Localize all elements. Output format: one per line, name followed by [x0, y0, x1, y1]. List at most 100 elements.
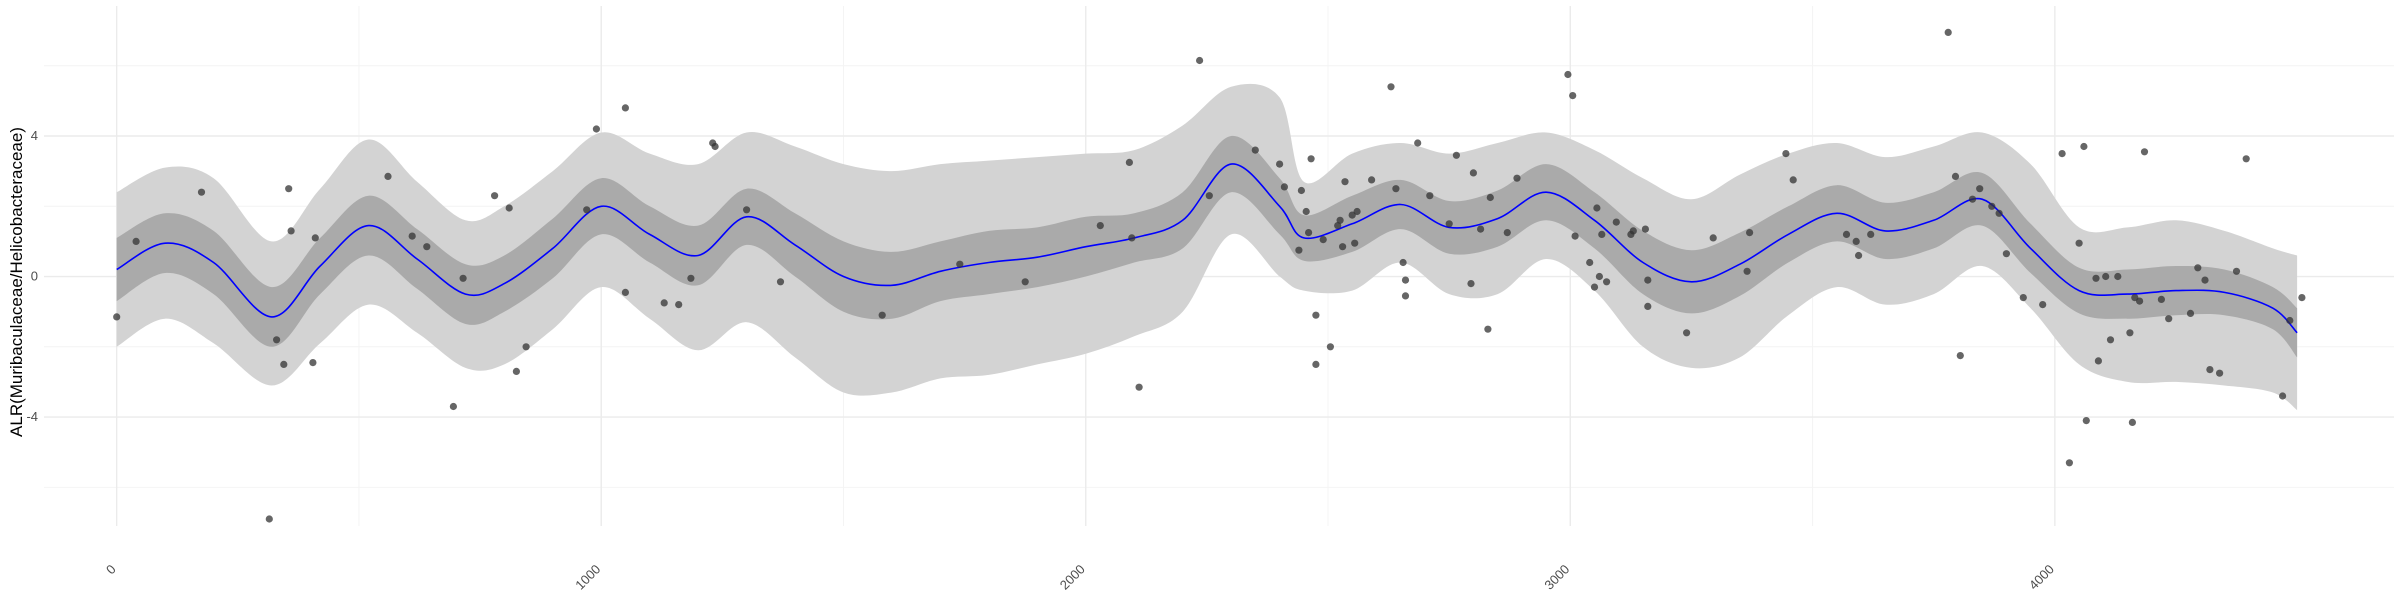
data-point [2128, 418, 2136, 426]
data-point [956, 260, 964, 268]
data-point [1401, 276, 1410, 284]
data-point [287, 227, 295, 235]
data-point [2157, 295, 2165, 303]
data-point [1096, 222, 1104, 230]
data-point [621, 104, 630, 112]
data-point [1603, 278, 1611, 286]
data-point [505, 204, 513, 212]
data-point [1867, 230, 1875, 238]
data-point [1842, 230, 1851, 238]
data-point [1205, 192, 1213, 200]
y-tick-label: 0 [31, 269, 38, 284]
data-point [1353, 207, 1361, 216]
data-point [1571, 232, 1579, 240]
data-point [1590, 283, 1599, 291]
data-point [1312, 360, 1320, 368]
data-point [2058, 150, 2066, 158]
data-point [2206, 366, 2214, 374]
data-point [711, 142, 719, 151]
data-point [1976, 185, 1984, 193]
data-point [1503, 229, 1511, 237]
data-point [2092, 274, 2100, 282]
data-point [459, 274, 467, 282]
data-point [113, 313, 121, 321]
x-tick-label: 2000 [1057, 562, 1088, 593]
data-point [1644, 276, 1652, 284]
x-axis-ticks: 0 1000 2000 3000 4000 [103, 562, 2057, 593]
data-point [1339, 243, 1347, 251]
data-point [1297, 186, 1305, 195]
data-point [2216, 369, 2224, 377]
data-point [1295, 246, 1303, 254]
data-point [1852, 237, 1860, 245]
data-point [1586, 258, 1594, 267]
data-point [1128, 234, 1136, 242]
data-point [491, 192, 499, 200]
data-point [675, 301, 683, 309]
data-point [1251, 146, 1259, 154]
data-point [2165, 315, 2173, 323]
data-point [1709, 234, 1717, 242]
data-point [621, 288, 630, 296]
data-point [2232, 267, 2241, 275]
data-point [2019, 294, 2027, 302]
data-point [1414, 139, 1422, 147]
data-point [1956, 352, 1964, 360]
data-point [1021, 278, 1029, 286]
data-point [1988, 202, 1996, 210]
data-point [2194, 264, 2202, 272]
data-point [2106, 336, 2115, 344]
data-point [1612, 218, 1620, 226]
data-point [265, 515, 273, 523]
data-point [311, 234, 319, 242]
data-point [2126, 329, 2134, 337]
x-tick-label: 4000 [2026, 562, 2057, 593]
x-tick-label: 0 [103, 562, 119, 578]
data-point [1445, 220, 1453, 228]
data-point [2039, 301, 2047, 309]
data-point [1305, 229, 1313, 237]
data-point [592, 125, 601, 133]
data-point [132, 237, 140, 245]
data-point [1944, 28, 1952, 36]
data-point [1401, 292, 1410, 300]
data-point [1336, 216, 1344, 224]
data-point [2140, 148, 2149, 156]
data-point [1196, 56, 1204, 65]
data-point [583, 206, 591, 214]
data-point [1746, 229, 1754, 237]
data-point [1951, 172, 1960, 180]
data-point [1452, 151, 1460, 159]
data-point [687, 274, 695, 282]
data-point [1641, 225, 1649, 233]
data-point [2082, 417, 2090, 425]
fit-line-group [116, 163, 2298, 334]
data-point [512, 367, 521, 375]
data-point [2201, 276, 2209, 284]
data-point [1484, 325, 1492, 333]
data-point [1125, 158, 1133, 166]
data-point [1486, 193, 1494, 202]
data-point [273, 336, 281, 344]
data-point [1855, 251, 1863, 260]
data-point [1477, 225, 1485, 233]
x-tick-label: 1000 [572, 562, 603, 593]
data-point [1135, 383, 1143, 391]
data-point [1598, 230, 1606, 238]
data-point [1467, 280, 1475, 288]
data-point [1307, 155, 1315, 163]
data-point [1743, 267, 1751, 275]
data-point [1276, 160, 1284, 168]
data-point [2136, 297, 2144, 305]
data-point [2002, 250, 2010, 258]
data-point [1426, 192, 1434, 200]
data-point [2065, 459, 2073, 467]
data-point [2114, 272, 2122, 281]
y-axis-title: ALR(Muribaculaceae/Helicobacteraceae) [7, 127, 26, 437]
data-point [1387, 83, 1395, 91]
data-point [384, 172, 392, 180]
y-tick-label: -4 [26, 409, 38, 424]
data-point [1312, 311, 1320, 319]
y-axis-ticks: -4 0 4 [26, 128, 38, 424]
data-point [1341, 178, 1349, 186]
